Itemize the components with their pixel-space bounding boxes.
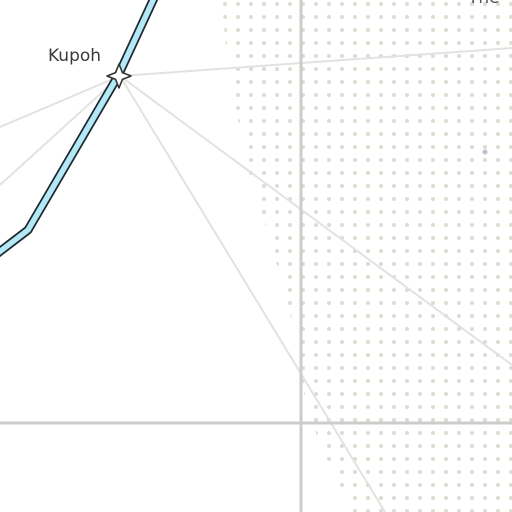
thin-road [119, 75, 512, 366]
star-icon[interactable] [106, 63, 132, 89]
thin-road [0, 75, 121, 128]
river-water [0, 0, 157, 255]
thin-road [0, 75, 121, 186]
small-point [482, 149, 488, 155]
thin-road [119, 75, 386, 512]
river-outline [0, 0, 159, 258]
thin-road [119, 47, 512, 77]
dotted-area [222, 0, 512, 512]
place-label-partial: The [468, 0, 500, 8]
place-label-kupoh[interactable]: Kupoh [48, 46, 102, 66]
